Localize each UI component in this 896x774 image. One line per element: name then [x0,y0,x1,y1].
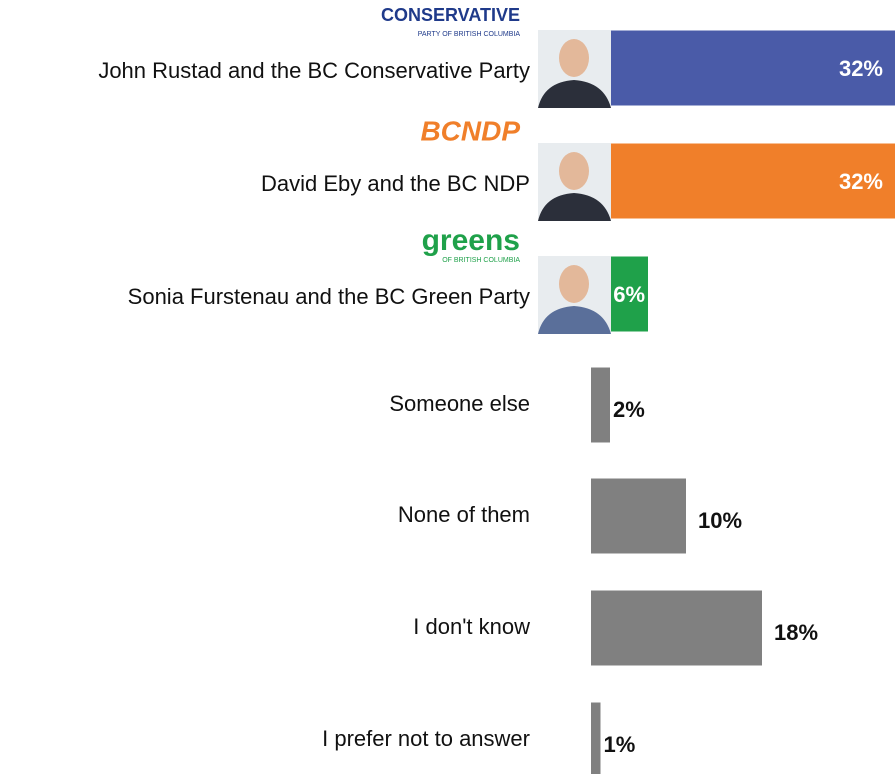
category-label: I don't know [413,614,530,639]
value-label: 2% [613,397,645,422]
value-label: 32% [839,56,883,81]
value-label: 32% [839,169,883,194]
photo-head [559,152,589,190]
value-label: 1% [604,732,636,757]
value-label: 6% [613,282,645,307]
photo-body [538,306,611,334]
value-label: 10% [698,508,742,533]
logo-text: greens [422,224,520,257]
bar [591,143,895,219]
bar [591,702,601,774]
bar [591,30,895,106]
category-label: Someone else [389,391,530,416]
category-label: Sonia Furstenau and the BC Green Party [128,284,530,309]
candidate-photo [538,256,611,334]
bar [591,367,610,443]
logo-text: BCNDP [420,115,520,146]
candidate-photo [538,30,611,108]
category-label: None of them [398,502,530,527]
category-label: John Rustad and the BC Conservative Part… [98,58,530,83]
photo-head [559,39,589,77]
bar [591,478,686,554]
value-label: 18% [774,620,818,645]
photo-body [538,193,611,221]
category-label: I prefer not to answer [322,726,530,751]
photo-head [559,265,589,303]
logo-subtext: OF BRITISH COLUMBIA [442,257,520,264]
photo-body [538,80,611,108]
logo-subtext: PARTY OF BRITISH COLUMBIA [418,31,521,38]
bar [591,590,762,666]
logo-text: CONSERVATIVE [381,5,520,25]
category-label: David Eby and the BC NDP [261,171,530,196]
candidate-photo [538,143,611,221]
